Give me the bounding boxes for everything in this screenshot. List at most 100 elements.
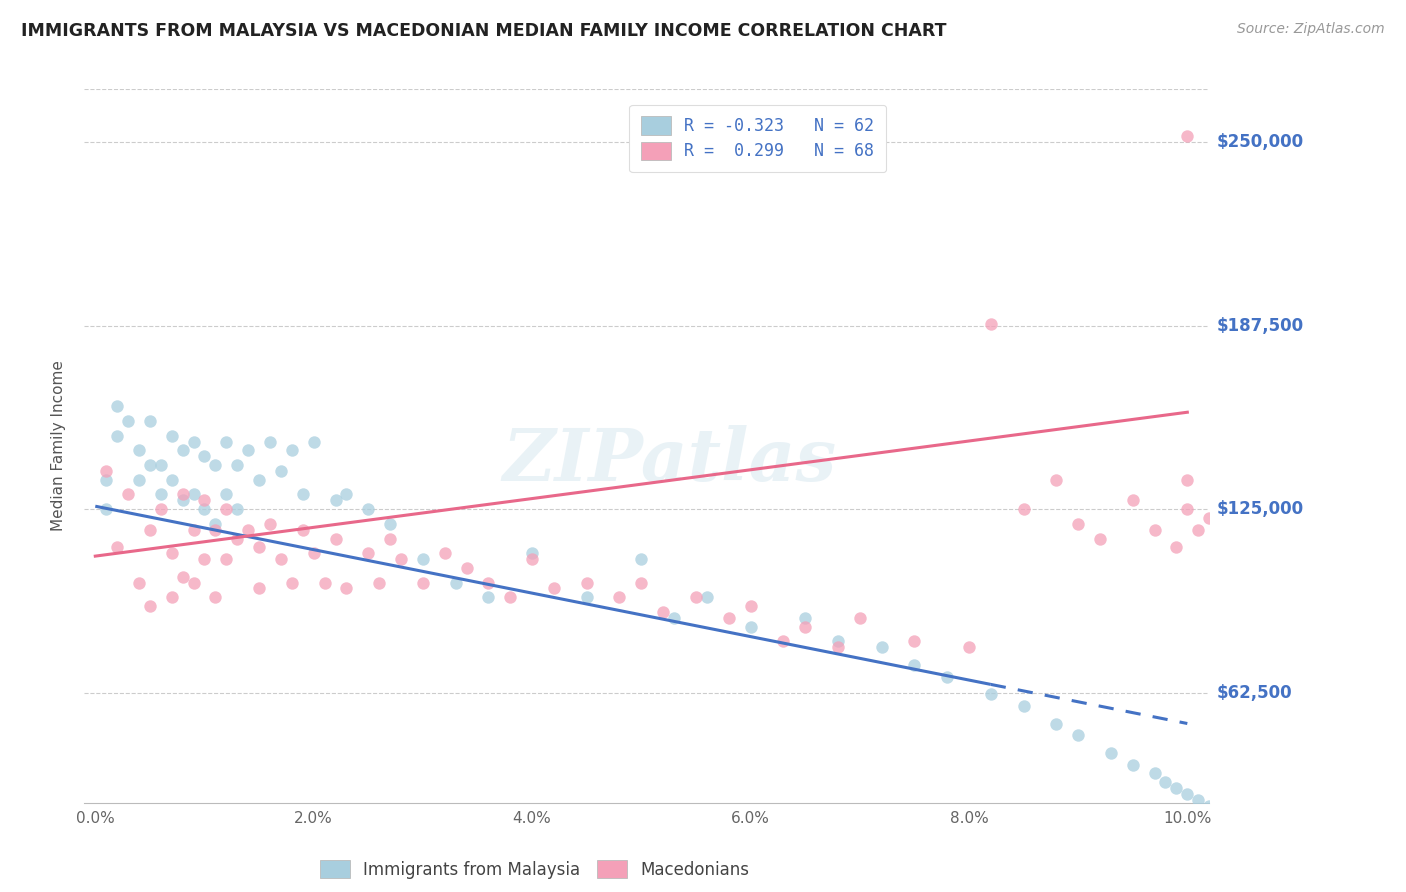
Point bbox=[117, 487, 139, 501]
Point bbox=[183, 523, 205, 537]
Point bbox=[696, 591, 718, 605]
Point bbox=[1175, 129, 1198, 144]
Point bbox=[160, 428, 183, 442]
Point bbox=[772, 634, 794, 648]
Point bbox=[193, 450, 215, 464]
Point bbox=[105, 428, 128, 442]
Point bbox=[96, 502, 118, 516]
Point bbox=[193, 502, 215, 516]
Point bbox=[335, 582, 357, 596]
Point bbox=[183, 434, 205, 449]
Point bbox=[1187, 793, 1209, 807]
Point bbox=[204, 516, 226, 531]
Point bbox=[1143, 523, 1166, 537]
Y-axis label: Median Family Income: Median Family Income bbox=[51, 360, 66, 532]
Point bbox=[270, 552, 292, 566]
Point bbox=[183, 575, 205, 590]
Text: $125,000: $125,000 bbox=[1216, 500, 1303, 518]
Point bbox=[575, 575, 598, 590]
Point bbox=[1088, 532, 1111, 546]
Point bbox=[291, 523, 314, 537]
Point bbox=[128, 443, 150, 458]
Point bbox=[936, 669, 959, 683]
Point bbox=[1012, 502, 1035, 516]
Point bbox=[827, 640, 849, 655]
Point bbox=[204, 591, 226, 605]
Point bbox=[980, 687, 1002, 701]
Point bbox=[172, 487, 194, 501]
Point bbox=[139, 523, 162, 537]
Point bbox=[1045, 716, 1067, 731]
Point bbox=[378, 532, 401, 546]
Point bbox=[149, 487, 172, 501]
Point bbox=[630, 575, 652, 590]
Point bbox=[247, 582, 270, 596]
Point bbox=[357, 502, 380, 516]
Point bbox=[160, 473, 183, 487]
Point bbox=[1187, 523, 1209, 537]
Point bbox=[172, 493, 194, 508]
Point bbox=[215, 434, 238, 449]
Point bbox=[193, 552, 215, 566]
Point bbox=[302, 434, 325, 449]
Point bbox=[1067, 728, 1090, 742]
Point bbox=[412, 575, 434, 590]
Point bbox=[160, 546, 183, 560]
Point bbox=[96, 473, 118, 487]
Point bbox=[520, 546, 543, 560]
Point bbox=[477, 591, 499, 605]
Point bbox=[1045, 473, 1067, 487]
Point bbox=[215, 487, 238, 501]
Point bbox=[412, 552, 434, 566]
Point bbox=[368, 575, 391, 590]
Point bbox=[444, 575, 467, 590]
Text: $250,000: $250,000 bbox=[1216, 133, 1303, 151]
Point bbox=[1166, 541, 1188, 555]
Point bbox=[105, 400, 128, 414]
Point bbox=[149, 458, 172, 472]
Text: ZIPatlas: ZIPatlas bbox=[502, 425, 837, 496]
Point bbox=[378, 516, 401, 531]
Point bbox=[128, 575, 150, 590]
Point bbox=[1175, 473, 1198, 487]
Point bbox=[238, 523, 260, 537]
Point bbox=[204, 458, 226, 472]
Point bbox=[357, 546, 380, 560]
Point bbox=[1067, 516, 1090, 531]
Point bbox=[1122, 493, 1144, 508]
Point bbox=[1122, 757, 1144, 772]
Point bbox=[848, 611, 870, 625]
Point bbox=[215, 552, 238, 566]
Point bbox=[172, 443, 194, 458]
Point bbox=[740, 619, 762, 633]
Point bbox=[1099, 746, 1122, 760]
Point bbox=[314, 575, 336, 590]
Point bbox=[302, 546, 325, 560]
Point bbox=[630, 552, 652, 566]
Point bbox=[281, 443, 304, 458]
Point bbox=[903, 657, 925, 672]
Point bbox=[903, 634, 925, 648]
Point bbox=[335, 487, 357, 501]
Point bbox=[1143, 766, 1166, 780]
Point bbox=[139, 599, 162, 613]
Point bbox=[520, 552, 543, 566]
Point bbox=[270, 464, 292, 478]
Point bbox=[105, 541, 128, 555]
Point bbox=[1012, 698, 1035, 713]
Point bbox=[794, 619, 817, 633]
Point bbox=[281, 575, 304, 590]
Point bbox=[1175, 787, 1198, 801]
Point bbox=[247, 541, 270, 555]
Text: $62,500: $62,500 bbox=[1216, 683, 1292, 702]
Point bbox=[291, 487, 314, 501]
Point bbox=[389, 552, 412, 566]
Point bbox=[183, 487, 205, 501]
Point bbox=[117, 414, 139, 428]
Point bbox=[456, 561, 478, 575]
Point bbox=[1175, 502, 1198, 516]
Point bbox=[259, 516, 281, 531]
Point bbox=[477, 575, 499, 590]
Point bbox=[1166, 781, 1188, 796]
Point bbox=[433, 546, 456, 560]
